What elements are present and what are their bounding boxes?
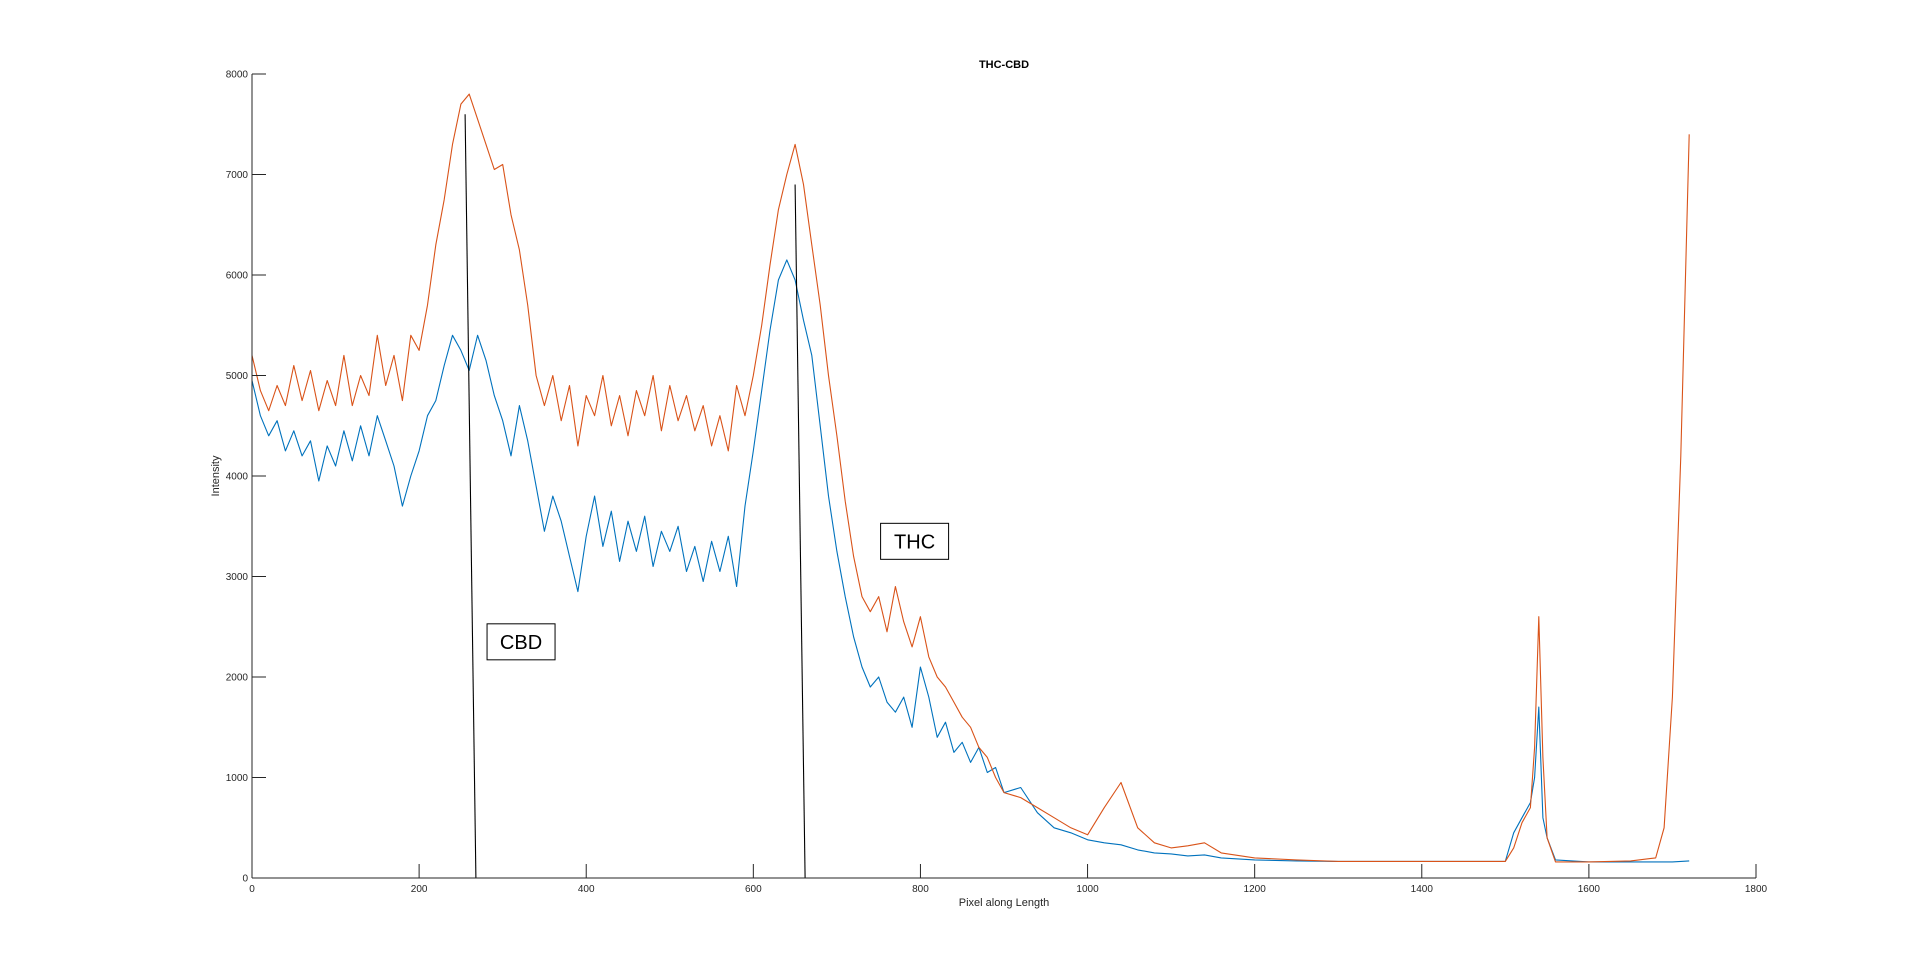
x-ticks: 0 200 400 600 800 1000 1200 1400 1600 1800 (249, 864, 1768, 895)
x-tick-label: 1600 (1578, 884, 1601, 895)
series-layer (251, 93, 1690, 879)
plot-area (252, 74, 1756, 878)
x-tick-label: 1400 (1411, 884, 1434, 895)
annotation-cbd: CBD (486, 623, 556, 661)
x-tick-label: 1200 (1244, 884, 1267, 895)
series-line-3 (464, 114, 477, 879)
x-tick-label: 400 (578, 884, 595, 895)
annotation-text: THC (894, 531, 935, 553)
chart-title: THC-CBD (979, 59, 1029, 71)
x-tick-label: 200 (411, 884, 428, 895)
y-tick-label: 5000 (226, 371, 249, 382)
x-axis-label: Pixel along Length (959, 897, 1050, 909)
series-line-2 (251, 93, 1690, 863)
y-tick-label: 2000 (226, 673, 249, 684)
y-axis-label: Intensity (210, 455, 222, 496)
annotation-box (486, 623, 556, 661)
y-tick-label: 8000 (226, 70, 249, 81)
annotation-box (880, 522, 950, 560)
y-tick-label: 3000 (226, 572, 249, 583)
x-tick-label: 800 (912, 884, 929, 895)
series-line-1 (251, 259, 1690, 863)
series-line-4 (794, 184, 806, 879)
annotation-layer: CBD THC (486, 522, 950, 661)
y-tick-label: 6000 (226, 271, 249, 282)
x-tick-label: 600 (745, 884, 762, 895)
x-tick-label: 1000 (1076, 884, 1099, 895)
y-tick-label: 1000 (226, 773, 249, 784)
y-tick-label: 4000 (226, 472, 249, 483)
y-ticks: 0 1000 2000 3000 4000 5000 6000 7000 8000 (226, 70, 266, 885)
x-tick-label: 0 (249, 884, 255, 895)
annotation-thc: THC (880, 522, 950, 560)
x-tick-label: 1800 (1745, 884, 1768, 895)
annotation-text: CBD (500, 632, 542, 654)
y-tick-label: 0 (242, 874, 248, 885)
y-tick-label: 7000 (226, 170, 249, 181)
